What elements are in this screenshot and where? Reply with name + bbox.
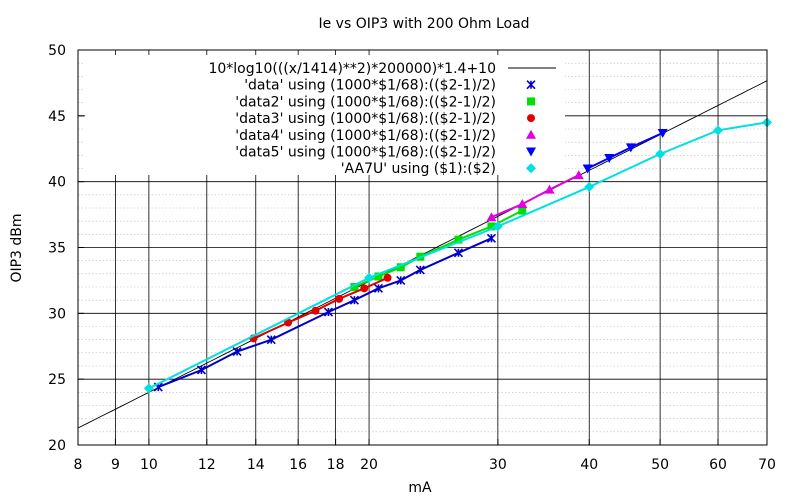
data-point bbox=[232, 346, 242, 357]
legend-marker bbox=[527, 97, 535, 106]
x-tick-label: 16 bbox=[289, 457, 307, 473]
y-tick-label: 40 bbox=[48, 175, 66, 191]
data-point bbox=[143, 383, 154, 394]
data-point bbox=[713, 125, 724, 136]
data-point bbox=[655, 149, 666, 160]
legend-label: 'data2' using (1000*$1/68):(($2-1)/2) bbox=[235, 94, 496, 110]
data-point bbox=[582, 164, 593, 174]
x-tick-label: 70 bbox=[758, 457, 776, 473]
x-tick-label: 10 bbox=[140, 457, 158, 473]
data-point bbox=[383, 273, 392, 282]
chart-title: Ie vs OIP3 with 200 Ohm Load bbox=[318, 16, 529, 32]
y-tick-label: 45 bbox=[48, 109, 66, 125]
series-1 bbox=[153, 233, 497, 392]
x-tick-label: 30 bbox=[489, 457, 507, 473]
legend: 10*log10(((x/1414)**2)*200000)*1.4+10'da… bbox=[85, 55, 565, 177]
series-5 bbox=[582, 128, 668, 174]
x-tick-label: 8 bbox=[74, 457, 83, 473]
series-line bbox=[587, 131, 664, 170]
data-point bbox=[604, 153, 615, 163]
y-tick-label: 20 bbox=[48, 438, 66, 454]
data-point bbox=[453, 248, 464, 258]
plot-frame bbox=[77, 49, 768, 446]
y-tick-label: 35 bbox=[48, 241, 66, 257]
data-point bbox=[584, 181, 595, 192]
data-point bbox=[266, 335, 276, 345]
series-6 bbox=[143, 117, 772, 394]
data-point bbox=[517, 199, 528, 209]
legend-label: 10*log10(((x/1414)**2)*200000)*1.4+10 bbox=[208, 61, 496, 77]
tick-layer: 8 9 10 12 14 16 18 20 30 40 50 60 70 20 25 30 35 40 45 50 bbox=[48, 43, 776, 473]
legend-marker bbox=[526, 163, 536, 174]
data-point bbox=[454, 235, 463, 244]
data-point bbox=[311, 306, 320, 315]
legend-label: 'data3' using (1000*$1/68):(($2-1)/2) bbox=[235, 111, 496, 127]
x-tick-label: 60 bbox=[709, 457, 727, 473]
data-point bbox=[196, 365, 207, 375]
legend-marker bbox=[526, 80, 536, 90]
data-point bbox=[396, 275, 406, 285]
data-point bbox=[396, 263, 405, 272]
legend-label: 'AA7U' using ($1):($2) bbox=[341, 161, 496, 177]
data-point bbox=[360, 284, 369, 293]
series-line bbox=[253, 276, 389, 340]
data-point bbox=[349, 295, 359, 305]
y-tick-label: 25 bbox=[48, 372, 66, 388]
data-point bbox=[323, 307, 334, 317]
x-tick-label: 14 bbox=[247, 457, 265, 473]
x-axis-label: mA bbox=[408, 480, 432, 496]
legend-marker bbox=[526, 129, 536, 139]
legend-marker bbox=[526, 147, 536, 157]
data-point bbox=[486, 233, 497, 243]
data-point bbox=[518, 206, 527, 215]
y-tick-label: 30 bbox=[48, 306, 66, 322]
legend-label: 'data5' using (1000*$1/68):(($2-1)/2) bbox=[235, 145, 496, 161]
x-tick-label: 20 bbox=[360, 457, 378, 473]
data-point bbox=[487, 222, 496, 231]
data-point bbox=[364, 272, 375, 283]
series-line bbox=[491, 174, 580, 219]
data-point bbox=[373, 283, 384, 293]
data-point bbox=[335, 294, 344, 303]
x-tick-label: 12 bbox=[198, 457, 216, 473]
data-point bbox=[657, 128, 668, 138]
data-point bbox=[350, 283, 359, 291]
data-point bbox=[486, 212, 497, 222]
series-4 bbox=[486, 170, 584, 222]
series-3 bbox=[249, 273, 392, 343]
legend-label: 'data4' using (1000*$1/68):(($2-1)/2) bbox=[235, 128, 496, 144]
data-point bbox=[544, 184, 555, 194]
data-point bbox=[573, 170, 584, 180]
x-tick-label: 40 bbox=[580, 457, 598, 473]
x-tick-label: 50 bbox=[651, 457, 669, 473]
y-axis-label: OIP3 dBm bbox=[9, 213, 25, 282]
legend-background bbox=[85, 55, 565, 175]
data-point bbox=[625, 143, 636, 153]
data-point bbox=[374, 272, 383, 281]
legend-marker bbox=[527, 114, 535, 123]
x-tick-label: 9 bbox=[111, 457, 120, 473]
series-layer bbox=[143, 117, 772, 394]
data-point bbox=[415, 265, 425, 275]
legend-label: 'data' using (1000*$1/68):(($2-1)/2) bbox=[244, 78, 496, 94]
series-2 bbox=[350, 206, 527, 291]
data-point bbox=[492, 221, 503, 232]
y-tick-label: 50 bbox=[48, 43, 66, 59]
x-tick-label: 18 bbox=[327, 457, 345, 473]
